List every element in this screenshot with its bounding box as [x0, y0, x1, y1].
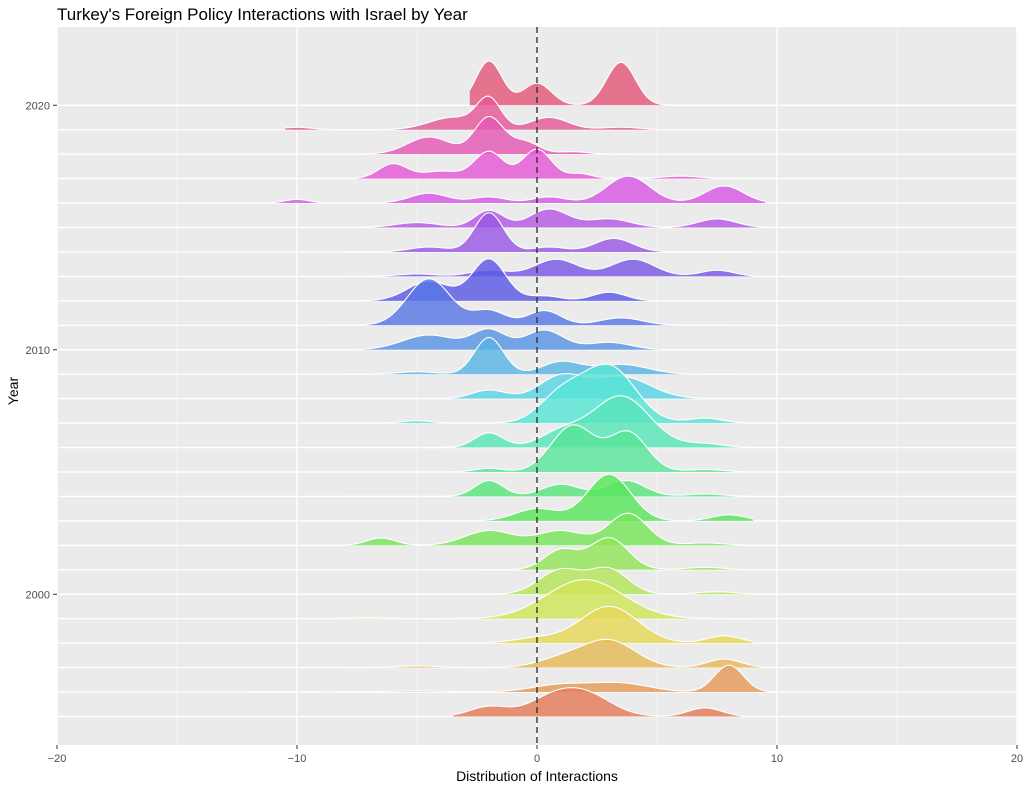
ridge-2001: [477, 537, 741, 570]
ridge-2003: [417, 474, 753, 521]
ridge-2017: [357, 149, 741, 179]
ridge-2007: [345, 364, 753, 424]
ridge-outline-2002: [344, 512, 742, 546]
ridge-outline-2007: [345, 363, 754, 424]
x-tick-label: 10: [771, 753, 783, 765]
y-tick-label: 2020: [26, 100, 50, 112]
x-tick-label: −10: [288, 753, 307, 765]
ridge-2005: [441, 424, 741, 472]
ridge-outline-2006: [417, 395, 754, 449]
ridge-outline-2012: [356, 258, 658, 302]
ridge-2009: [345, 337, 741, 375]
ridge-outline-2020: [469, 60, 670, 106]
ridge-outline-2010: [356, 328, 729, 351]
ridge-1996: [249, 665, 777, 693]
y-axis-title: Year: [5, 377, 21, 406]
ridge-1997: [345, 639, 765, 668]
ridge-1998: [465, 606, 753, 644]
ridge-outline-2000: [476, 566, 754, 595]
x-tick-label: −20: [48, 753, 67, 765]
ridge-outline-2014: [345, 212, 753, 253]
ridge-outline-2015: [333, 208, 766, 229]
ridge-outline-2017: [356, 148, 742, 180]
ridge-2004: [345, 480, 753, 497]
y-axis-ticks: 2000 2010 2020: [26, 100, 57, 601]
ridges: [249, 60, 778, 717]
y-tick-label: 2000: [26, 589, 50, 601]
ridge-1995: [453, 687, 741, 717]
ridge-outline-2018: [356, 115, 633, 155]
ridge-outline-2019: [284, 95, 658, 131]
ridge-outline-1998: [464, 605, 754, 644]
ridge-2010: [357, 328, 729, 350]
x-tick-label: 0: [534, 753, 540, 765]
x-axis-title: Distribution of Interactions: [456, 768, 618, 784]
ridge-2016: [261, 176, 765, 204]
x-axis-ticks: −20 −10 0 10 20: [48, 745, 1023, 765]
ridge-outline-2005: [440, 424, 742, 473]
ridge-2019: [285, 96, 657, 130]
ridge-outline-1995: [452, 687, 742, 717]
ridge-outline-1997: [345, 638, 766, 669]
ridge-outline-2009: [345, 336, 741, 375]
ridge-2000: [477, 567, 753, 595]
ridge-2015: [333, 208, 765, 228]
ridge-outline-2011: [321, 278, 729, 326]
y-tick-label: 2010: [26, 345, 50, 357]
ridge-2018: [357, 116, 633, 155]
ridge-outline-2003: [417, 473, 754, 522]
ridge-2020: [469, 61, 669, 106]
ridge-outline-1996: [249, 664, 778, 693]
chart-title: Turkey's Foreign Policy Interactions wit…: [57, 5, 468, 24]
ridge-outline-2001: [477, 537, 742, 571]
ridge-outline-2004: [345, 479, 754, 497]
ridge-2013: [345, 259, 753, 277]
ridge-outline-2013: [345, 258, 754, 277]
ridge-1999: [321, 579, 753, 619]
x-tick-label: 20: [1011, 753, 1023, 765]
ridge-2011: [321, 278, 729, 326]
ridge-outline-2016: [260, 175, 766, 204]
